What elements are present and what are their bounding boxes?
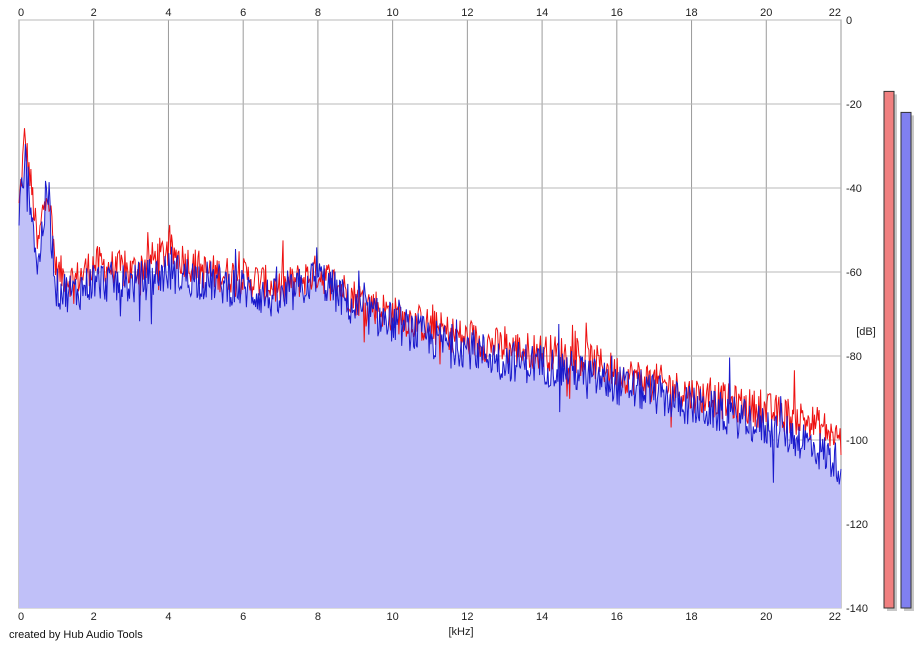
x-tick-label-top: 6 — [240, 7, 246, 19]
x-tick-label-bottom: 18 — [685, 611, 697, 623]
spectrum-fill — [19, 144, 841, 608]
tick-layer: 002244668810101212141416161818202022220-… — [18, 7, 868, 623]
y-tick-label: -140 — [846, 603, 868, 615]
level-meter-left — [883, 90, 895, 609]
x-tick-label-top: 0 — [18, 7, 24, 19]
footer-credit: created by Hub Audio Tools — [9, 629, 143, 641]
y-axis-label: [dB] — [856, 326, 876, 338]
x-tick-label-top: 4 — [165, 7, 171, 19]
level-meters — [883, 90, 914, 612]
x-tick-label-top: 14 — [536, 7, 548, 19]
x-tick-label-bottom: 16 — [611, 611, 623, 623]
y-tick-label: -100 — [846, 435, 868, 447]
x-tick-label-bottom: 20 — [760, 611, 772, 623]
x-tick-label-bottom: 14 — [536, 611, 548, 623]
x-tick-label-top: 22 — [829, 7, 841, 19]
x-tick-label-bottom: 12 — [461, 611, 473, 623]
x-tick-label-top: 16 — [611, 7, 623, 19]
y-tick-label: -80 — [846, 351, 862, 363]
x-tick-label-top: 2 — [91, 7, 97, 19]
y-tick-label: -20 — [846, 99, 862, 111]
x-tick-label-bottom: 22 — [829, 611, 841, 623]
series-line-blue — [18, 143, 842, 485]
x-axis-label: [kHz] — [448, 626, 473, 638]
level-meter-right — [900, 111, 912, 609]
x-tick-label-bottom: 6 — [240, 611, 246, 623]
x-tick-label-top: 18 — [685, 7, 697, 19]
x-tick-label-bottom: 4 — [165, 611, 171, 623]
x-tick-label-bottom: 2 — [91, 611, 97, 623]
y-tick-label: 0 — [846, 15, 852, 27]
x-tick-label-top: 12 — [461, 7, 473, 19]
y-tick-label: -60 — [846, 267, 862, 279]
x-tick-label-bottom: 8 — [315, 611, 321, 623]
x-tick-label-top: 20 — [760, 7, 772, 19]
spectrum-fill-layer — [19, 144, 841, 608]
y-tick-label: -120 — [846, 519, 868, 531]
x-tick-label-bottom: 10 — [387, 611, 399, 623]
x-tick-label-bottom: 0 — [18, 611, 24, 623]
x-tick-label-top: 8 — [315, 7, 321, 19]
x-tick-label-top: 10 — [387, 7, 399, 19]
y-tick-label: -40 — [846, 183, 862, 195]
series-layer — [18, 128, 842, 485]
